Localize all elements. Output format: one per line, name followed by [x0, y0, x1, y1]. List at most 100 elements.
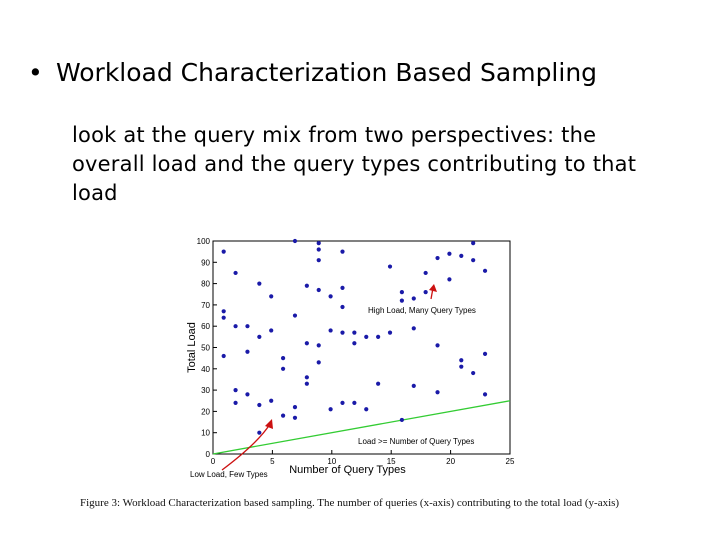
data-point [233, 324, 238, 329]
sub-text: look at the query mix from two perspecti… [72, 123, 637, 205]
annotation-reference-line: Load >= Number of Query Types [358, 437, 474, 446]
data-point [387, 330, 393, 335]
data-point [221, 249, 226, 254]
data-point [376, 334, 381, 339]
data-point [257, 402, 262, 408]
bullet-heading: • Workload Characterization Based Samplin… [28, 56, 597, 90]
data-point [233, 270, 238, 276]
data-point [280, 366, 286, 371]
data-point [364, 407, 369, 412]
data-point [221, 315, 226, 320]
annotation-low-load: Low Load, Few Types [190, 470, 268, 479]
data-point [233, 400, 238, 405]
arrow-low-shaft [221, 423, 271, 471]
chart-marks [212, 238, 511, 455]
data-point [304, 341, 309, 346]
data-point [459, 253, 464, 259]
y-tick-label: 60 [201, 322, 210, 331]
y-tick-label: 20 [201, 407, 210, 416]
data-point [411, 326, 416, 331]
data-point [316, 247, 321, 252]
data-point [471, 370, 476, 376]
data-point [292, 238, 298, 244]
data-point [364, 334, 369, 339]
data-point [471, 258, 476, 263]
data-point [340, 330, 345, 335]
data-point [482, 351, 488, 356]
plot-frame [212, 240, 511, 455]
data-point [352, 341, 357, 346]
data-point [269, 328, 274, 333]
data-point [245, 392, 250, 397]
data-point [245, 349, 250, 354]
data-point [340, 400, 345, 405]
data-point [411, 296, 416, 301]
x-tick-label: 15 [387, 457, 396, 466]
data-point [292, 405, 298, 410]
scatter-chart: 0 5 10 15 20 25 0 10 20 30 40 50 60 70 80 90 100 Number o… [186, 237, 515, 479]
data-point [447, 277, 452, 282]
data-point [399, 290, 404, 295]
data-point [316, 343, 321, 348]
data-point [340, 285, 345, 290]
data-point [482, 392, 488, 397]
data-point [221, 309, 226, 314]
x-axis-label: Number of Query Types [289, 464, 406, 476]
y-tick-label: 0 [206, 450, 211, 459]
y-tick-label: 40 [201, 365, 210, 374]
data-point [340, 304, 345, 310]
data-point [399, 298, 404, 303]
data-point [482, 268, 488, 273]
data-point [292, 313, 298, 318]
axes: 0 5 10 15 20 25 0 10 20 30 40 50 60 70 80 90 100 Number o… [186, 237, 515, 476]
bullet-dot: • [28, 58, 43, 87]
x-tick-label: 25 [506, 457, 515, 466]
data-point [459, 364, 464, 369]
data-point [352, 330, 357, 335]
data-point [269, 294, 274, 299]
y-tick-label: 80 [201, 280, 210, 289]
data-point [411, 383, 416, 388]
y-tick-label: 70 [201, 301, 210, 310]
data-point [257, 281, 262, 286]
annotation-high-load: High Load, Many Query Types [368, 306, 476, 315]
x-tick-label: 0 [211, 457, 216, 466]
data-point [257, 334, 262, 339]
y-tick-label: 50 [201, 344, 210, 353]
y-tick-label: 90 [201, 258, 210, 267]
data-point [316, 360, 321, 365]
data-point [328, 328, 333, 333]
bullet-text: Workload Characterization Based Sampling [56, 58, 598, 87]
data-point [304, 375, 309, 380]
data-point [292, 415, 298, 420]
figure-caption: Figure 3: Workload Characterization base… [80, 497, 620, 509]
data-point [340, 249, 345, 254]
data-point [435, 255, 440, 261]
data-point [269, 398, 274, 403]
data-point [471, 241, 476, 246]
data-point [245, 324, 250, 329]
data-point [447, 251, 452, 256]
x-tick-label: 10 [327, 457, 336, 466]
data-point [280, 356, 286, 361]
x-tick-label: 20 [446, 457, 455, 466]
data-point [304, 283, 309, 288]
x-tick-label: 5 [270, 457, 275, 466]
data-point [316, 258, 321, 263]
data-point [328, 294, 333, 299]
data-point [352, 400, 357, 405]
y-tick-label: 100 [197, 237, 211, 246]
y-axis-label: Total Load [186, 322, 198, 373]
figure: 0 5 10 15 20 25 0 10 20 30 40 50 60 70 80 90 100 Number o… [0, 228, 720, 540]
data-point [423, 270, 428, 276]
data-point [459, 358, 464, 363]
data-point [257, 430, 262, 435]
data-point [435, 390, 440, 395]
data-point [280, 413, 286, 418]
data-point [328, 407, 333, 412]
data-point [233, 388, 238, 393]
data-point [435, 343, 440, 348]
y-tick-label: 10 [201, 429, 210, 438]
data-point [376, 381, 381, 386]
data-point [304, 381, 309, 386]
